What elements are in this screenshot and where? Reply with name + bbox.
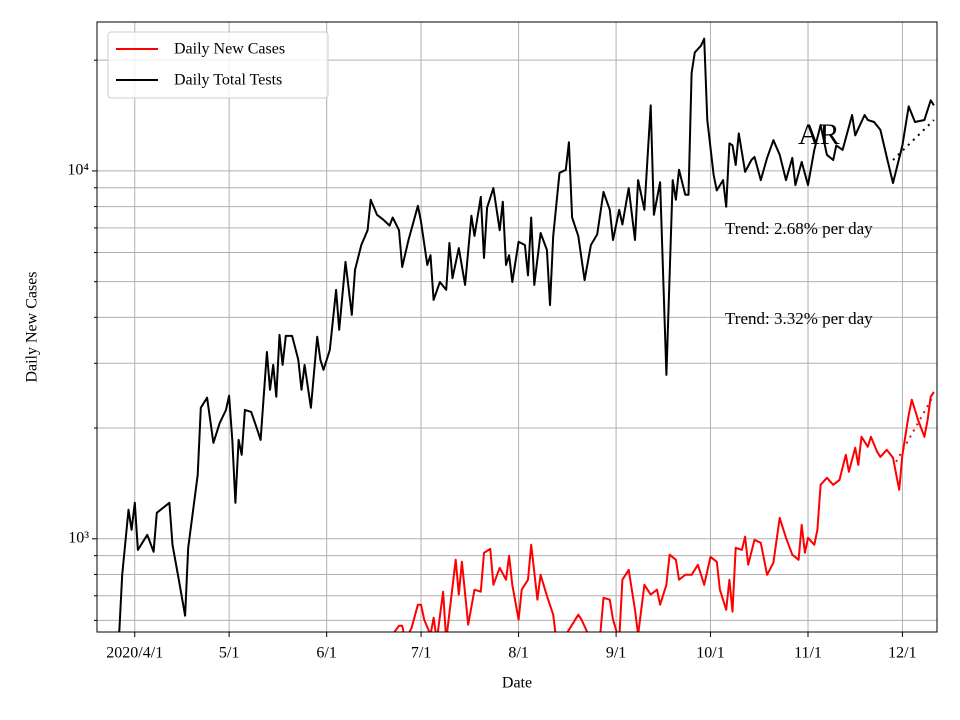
series-line <box>393 391 935 632</box>
grid <box>97 22 937 632</box>
plot-area <box>118 37 935 632</box>
x-tick-label: 11/1 <box>794 645 822 662</box>
x-tick-label: 7/1 <box>411 645 431 662</box>
legend: Daily New Cases Daily Total Tests <box>107 31 329 99</box>
legend-label: Daily New Cases <box>174 41 285 58</box>
legend-box <box>107 31 329 99</box>
y-tick-label: 10⁴ <box>67 162 89 179</box>
legend-label: Daily Total Tests <box>174 72 282 89</box>
trend-line <box>895 394 935 463</box>
annotation: Trend: 2.68% per day <box>725 219 873 238</box>
x-axis-label: Date <box>502 675 532 692</box>
x-tick-label: 10/1 <box>696 645 724 662</box>
annotation: AR <box>798 118 840 151</box>
x-tick-label: 12/1 <box>888 645 916 662</box>
axes-frame <box>96 21 938 633</box>
trend-line <box>892 119 935 161</box>
y-tick-label: 10³ <box>68 529 89 546</box>
x-tick-label: 6/1 <box>316 645 336 662</box>
x-tick-label: 8/1 <box>508 645 528 662</box>
series-line <box>118 37 935 632</box>
annotation: Trend: 3.32% per day <box>725 309 873 328</box>
x-tick-label: 2020/4/1 <box>106 645 163 662</box>
x-tick-label: 9/1 <box>606 645 626 662</box>
x-tick-label: 5/1 <box>219 645 239 662</box>
y-axis-label: Daily New Cases <box>24 271 41 382</box>
